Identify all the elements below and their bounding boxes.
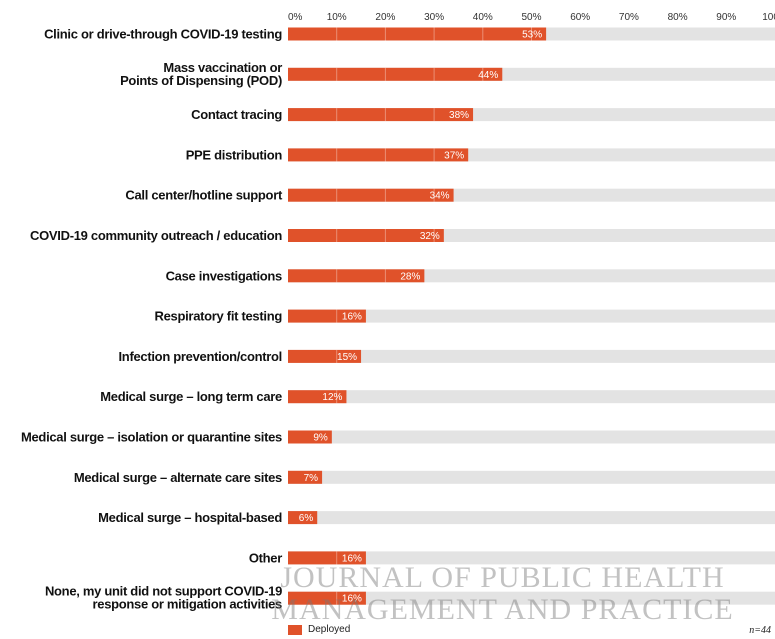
bar [288, 309, 366, 323]
x-axis-ticks: 0% 10% 20% 30% 40% 50% 60% 70% 80% 90% 100% [288, 12, 775, 23]
bar [288, 269, 425, 283]
bar-track [288, 551, 775, 565]
x-tick-label: 40% [473, 12, 493, 23]
bar [288, 188, 454, 202]
x-tick-label: 100% [762, 12, 775, 23]
x-tick-label: 80% [668, 12, 688, 23]
category-label: Respiratory fit testing [155, 309, 283, 324]
x-tick-label: 30% [424, 12, 444, 23]
bar-value-label: 38% [449, 110, 469, 121]
bar [288, 349, 362, 363]
x-tick-label: 20% [375, 12, 395, 23]
bar [288, 229, 444, 242]
legend: Deployed [288, 624, 350, 635]
x-tick-label: 90% [716, 12, 736, 23]
bar [288, 430, 332, 444]
category-label: Contact tracing [191, 107, 282, 122]
bar [288, 27, 547, 41]
bar-value-label: 15% [337, 352, 357, 363]
bar-value-label: 28% [400, 271, 420, 282]
bar-track [288, 309, 775, 323]
bar [288, 591, 366, 605]
bar-value-label: 9% [313, 433, 328, 444]
bar-track [288, 470, 775, 484]
bar-value-label: 44% [478, 70, 498, 81]
category-labels: Clinic or drive-through COVID-19 testing… [21, 27, 283, 612]
bar [288, 470, 323, 484]
bar [288, 551, 366, 565]
bar-value-label: 34% [430, 191, 450, 202]
sample-size-note: n=44 [749, 625, 771, 636]
bar [288, 67, 503, 81]
bar-track [288, 511, 775, 525]
bar-value-label: 16% [342, 553, 362, 564]
bar [288, 148, 469, 162]
category-label: Clinic or drive-through COVID-19 testing [44, 27, 282, 42]
category-label: Points of Dispensing (POD) [120, 73, 282, 88]
bar-value-label: 37% [444, 150, 464, 161]
bar-track [288, 390, 775, 404]
x-tick-label: 50% [521, 12, 541, 23]
legend-label-deployed: Deployed [308, 624, 351, 635]
category-label: Case investigations [166, 268, 282, 283]
category-label: response or mitigation activities [93, 597, 283, 612]
category-label: COVID-19 community outreach / education [30, 228, 282, 243]
category-label: Medical surge – long term care [100, 389, 282, 404]
category-label: PPE distribution [186, 147, 283, 162]
category-label: None, my unit did not support COVID-19 [45, 584, 282, 599]
bar-value-label: 7% [304, 473, 319, 484]
x-tick-label: 0% [288, 12, 303, 23]
category-label: Call center/hotline support [125, 188, 283, 203]
bar [288, 390, 347, 404]
category-label: Medical surge – alternate care sites [74, 470, 282, 485]
bar-value-label: 12% [322, 392, 342, 403]
bar-track [288, 430, 775, 444]
bar-value-label: 53% [522, 30, 542, 41]
bar-track [288, 591, 775, 605]
category-label: Infection prevention/control [119, 349, 283, 364]
bar [288, 511, 318, 525]
category-label: Other [249, 550, 282, 565]
bars: 53% 44% 38% 37% 34% 32% 28% 16% 15% 12% 9% 7% 6% 16% 1… [288, 27, 547, 605]
bar-value-label: 16% [342, 594, 362, 605]
bar [288, 108, 474, 122]
bar-track [288, 349, 775, 363]
x-tick-label: 10% [327, 12, 347, 23]
x-tick-label: 70% [619, 12, 639, 23]
category-label: Medical surge – isolation or quarantine … [21, 430, 282, 445]
x-tick-label: 60% [570, 12, 590, 23]
category-label: Mass vaccination or [163, 60, 282, 75]
bar-value-label: 6% [299, 513, 314, 524]
category-label: Medical surge – hospital-based [98, 510, 282, 525]
bar-value-label: 32% [420, 231, 440, 242]
legend-swatch-deployed [288, 624, 302, 635]
bar-value-label: 16% [342, 312, 362, 323]
